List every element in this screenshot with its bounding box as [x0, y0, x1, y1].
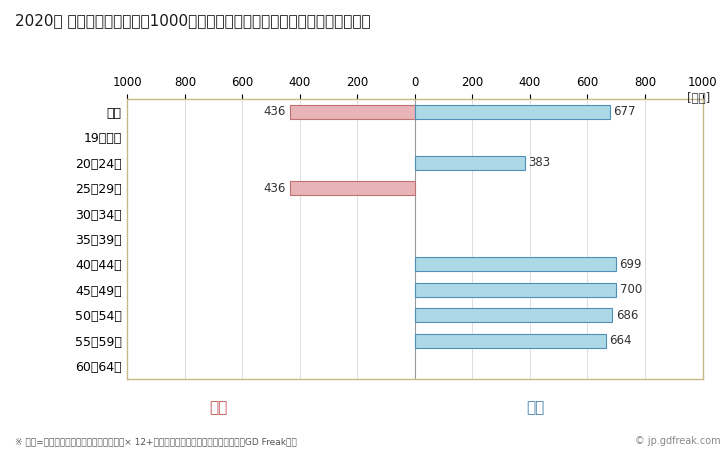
- Text: 700: 700: [620, 283, 642, 296]
- Text: © jp.gdfreak.com: © jp.gdfreak.com: [635, 437, 721, 446]
- Bar: [415, 258, 616, 272]
- Text: 686: 686: [616, 309, 638, 322]
- Text: 男性: 男性: [526, 400, 545, 416]
- Bar: [415, 334, 606, 348]
- Bar: [290, 181, 415, 195]
- Text: 383: 383: [529, 156, 550, 169]
- Text: 436: 436: [264, 182, 286, 195]
- Text: [万円]: [万円]: [687, 92, 710, 106]
- Text: 677: 677: [613, 106, 636, 119]
- Text: 女性: 女性: [209, 400, 228, 416]
- Bar: [415, 308, 612, 322]
- Bar: [415, 105, 609, 119]
- Text: 436: 436: [264, 106, 286, 119]
- Bar: [290, 105, 415, 119]
- Text: 664: 664: [609, 334, 632, 347]
- Bar: [415, 156, 525, 170]
- Bar: [415, 283, 617, 297]
- Text: ※ 年収=「きまって支給する現金給与額」× 12+「年間賞与その他特別給与額」としてGD Freak推計: ※ 年収=「きまって支給する現金給与額」× 12+「年間賞与その他特別給与額」と…: [15, 437, 296, 446]
- Text: 699: 699: [620, 258, 642, 271]
- Text: 2020年 民間企業（従業者数1000人以上）フルタイム労働者の男女別平均年収: 2020年 民間企業（従業者数1000人以上）フルタイム労働者の男女別平均年収: [15, 14, 370, 28]
